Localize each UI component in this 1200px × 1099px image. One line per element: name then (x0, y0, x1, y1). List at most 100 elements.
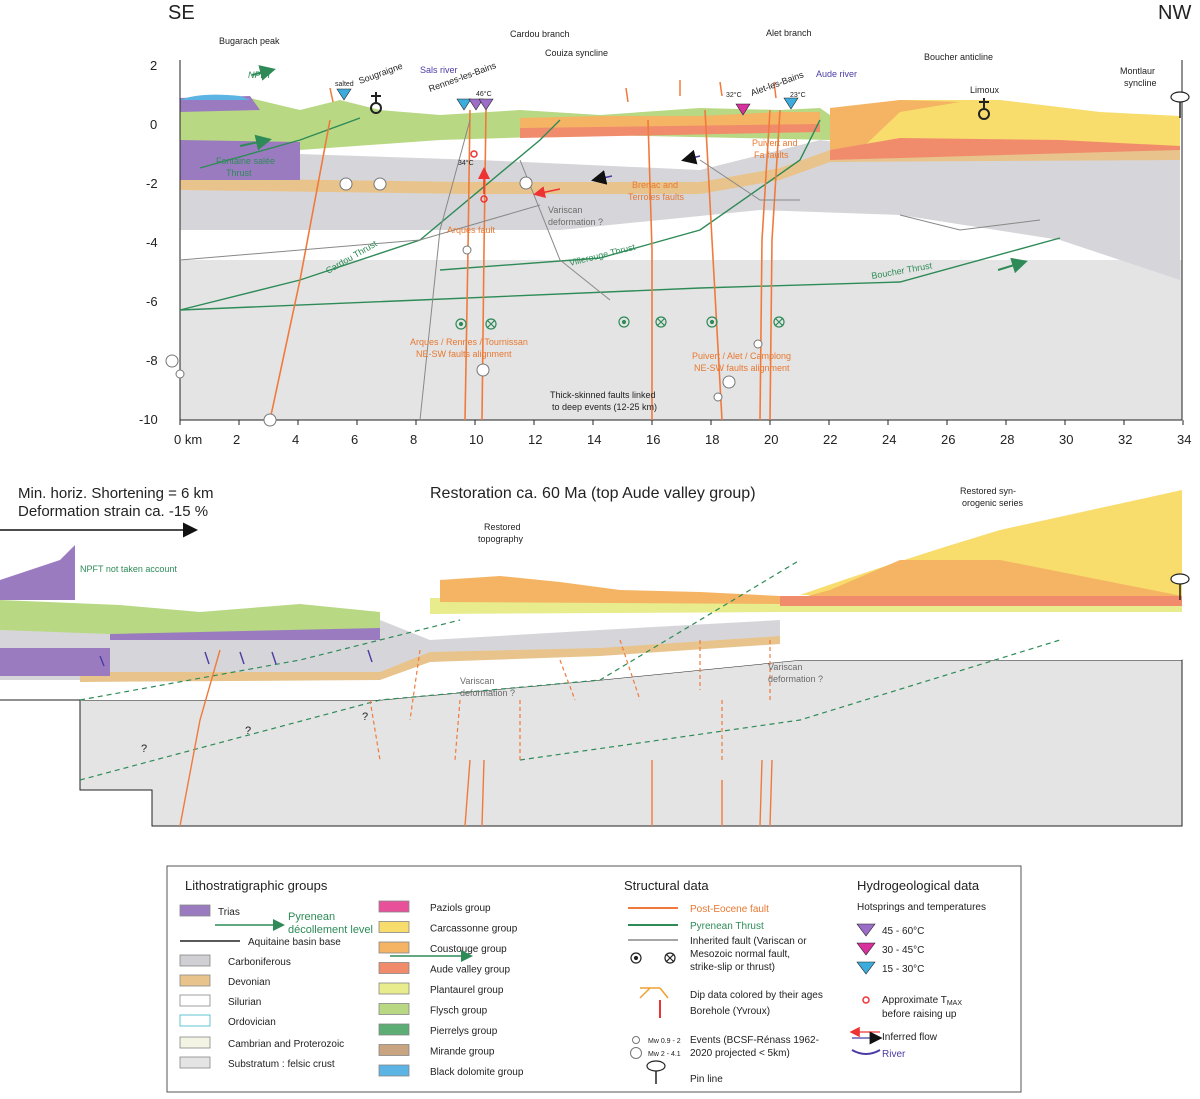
legend-inherited-1: Inherited fault (Variscan or (690, 936, 807, 947)
pin-line-top (1170, 91, 1190, 118)
hotspring-15-30 (456, 98, 472, 111)
legend-pin-line (646, 1060, 666, 1084)
legend-group-label: Plantaurel group (430, 985, 504, 996)
legend-group-label: Paziols group (430, 903, 491, 914)
orientation-se: SE (168, 2, 195, 24)
inferred-flow-arrow-blue (591, 170, 613, 185)
restored-faults (179, 649, 773, 827)
legend-litho-swatch (179, 994, 211, 1007)
label-fontaine-1: Fontaine salée (216, 156, 275, 166)
restoration-section: Min. horiz. Shortening = 6 km Deformatio… (0, 485, 1190, 827)
legend-group-swatch (378, 1003, 410, 1015)
event-small (175, 369, 185, 379)
fontaine-thrust-arrow (239, 134, 272, 151)
orientation-nw: NW (1158, 2, 1191, 24)
label-bugarach: Bugarach peak (219, 36, 280, 46)
y-tick-label: -6 (146, 294, 158, 309)
hotspring-30-45 (735, 103, 751, 116)
legend-group-swatch (378, 962, 410, 974)
legend-tmax-2: before raising up (882, 1009, 957, 1020)
legend-events-2: 2020 projected < 5km) (690, 1048, 790, 1059)
event-small (753, 339, 763, 349)
carboniferous-fill (180, 140, 1180, 280)
legend-box (166, 865, 1022, 1093)
event-small (462, 245, 472, 255)
legend-struct-title: Structural data (624, 878, 709, 893)
strain-text: Deformation strain ca. -15 % (18, 503, 208, 520)
legend-group-label: Pierrelys group (430, 1026, 498, 1037)
legend-dip-symbol (639, 987, 669, 999)
dip-ticks (329, 80, 777, 103)
label-salted: salted (335, 81, 354, 88)
label-thick-1: Thick-skinned faults linked (550, 390, 656, 400)
x-tick-label: 24 (882, 432, 896, 447)
restored-variscan-1: Variscan (460, 676, 494, 686)
event-big (519, 176, 533, 190)
label-montlaur-2: syncline (1124, 78, 1157, 88)
legend-group-swatch (378, 1064, 410, 1077)
fault-line (704, 109, 723, 421)
label-temp34: 34°C (458, 159, 474, 167)
label-arques-fault: Arques fault (447, 225, 496, 235)
legend: Lithostratigraphic groups Trias Carbonife… (166, 865, 1022, 1093)
restored-coustouge-nw (800, 560, 1182, 598)
fault-line (269, 119, 331, 421)
legend-event-small-label: Mw 0.9 - 2 (648, 1038, 681, 1045)
x-tick-label: 22 (823, 432, 837, 447)
npft-arrow (251, 65, 276, 81)
legend-group-label: Coustouge group (430, 944, 507, 955)
label-arques-align-2: NE-SW faults alignment (416, 349, 512, 359)
fault-line (759, 109, 771, 421)
question-mark: ? (362, 711, 368, 723)
x-tick-label: 0 km (174, 432, 202, 447)
legend-litho-title: Lithostratigraphic groups (185, 878, 328, 893)
legend-inferred: Inferred flow (882, 1032, 938, 1043)
restored-aude-valley (780, 596, 1182, 606)
x-tick-label: 32 (1118, 432, 1132, 447)
label-montlaur-1: Montlaur (1120, 66, 1155, 76)
event-small (713, 392, 723, 402)
villerouge-thrust-line (439, 119, 821, 271)
x-tick-label: 6 (351, 432, 358, 447)
boucher-thrust-arrow (997, 257, 1028, 274)
flysch-fill (180, 98, 830, 150)
boreholes (370, 92, 990, 120)
restored-variscan-4: deformation ? (768, 674, 823, 684)
label-aude: Aude river (816, 69, 857, 79)
black-dolomite-fill (180, 94, 250, 100)
legend-litho-label: Trias (218, 907, 240, 918)
tmax-markers (470, 149, 701, 203)
legend-group-swatch (378, 941, 410, 954)
strike-slip-symbols (455, 316, 785, 330)
label-puivert-align-1: Puivert / Alet / Camplong (692, 351, 791, 361)
legend-dip-data: Dip data colored by their ages (690, 990, 823, 1001)
legend-group-swatch (378, 1044, 410, 1056)
x-tick-label: 12 (528, 432, 542, 447)
hotsprings (336, 88, 799, 116)
legend-inherited-2: Mesozoic normal fault, (690, 949, 790, 960)
legend-strike-slip (630, 952, 676, 964)
legend-tmax-symbol (862, 996, 870, 1004)
restored-faults-dashed (369, 639, 771, 761)
event-big (373, 177, 387, 191)
legend-event-big (630, 1047, 642, 1059)
legend-group-swatch (378, 900, 410, 913)
legend-borehole: Borehole (Yvroux) (690, 1006, 770, 1017)
event-big (263, 413, 277, 427)
label-cardou-branch: Cardou branch (510, 29, 570, 39)
y-tick-label: 0 (150, 117, 157, 132)
x-tick-label: 10 (469, 432, 483, 447)
restored-plantaurel-nw (780, 606, 1182, 612)
legend-litho-swatch (179, 1014, 211, 1027)
x-ticks: 0 km 2 4 6 8 10 12 14 16 18 20 22 24 26 28 30 32 34 (174, 420, 1191, 447)
label-variscan-1: Variscan (548, 205, 582, 215)
legend-litho-list: Trias Carboniferous Devonian Silurian Ordovi… (179, 904, 344, 1070)
restored-variscan-3: Variscan (768, 662, 802, 672)
x-tick-label: 30 (1059, 432, 1073, 447)
question-mark: ? (245, 725, 251, 737)
label-npft: NPFT (248, 70, 273, 80)
label-brenac-2: Terroles faults (628, 192, 685, 202)
legend-litho-swatch (179, 954, 211, 967)
